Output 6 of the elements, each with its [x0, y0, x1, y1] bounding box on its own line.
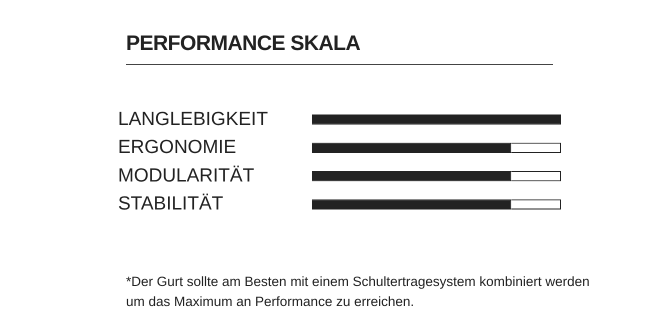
y-tick-label: ERGONOMIE	[118, 137, 236, 158]
y-tick-label: STABILITÄT	[118, 194, 224, 215]
chart-title: PERFORMANCE SKALA	[126, 32, 553, 65]
text: *Der Gurt sollte am Besten mit einem Schultertragesystem kombiniert werden um das Maximum an Performance zu erreichen.	[126, 273, 591, 311]
y-tick-label: LANGLEBIGKEIT	[118, 108, 268, 130]
y-tick-label: MODULARITÄT	[118, 165, 255, 186]
